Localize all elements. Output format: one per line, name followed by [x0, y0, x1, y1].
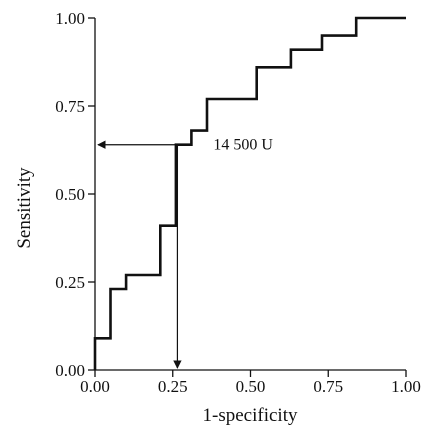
- x-tick-label: 1.00: [391, 377, 421, 396]
- y-tick-label: 0.00: [55, 361, 85, 380]
- y-tick-label: 0.75: [55, 97, 85, 116]
- x-tick-label: 0.25: [158, 377, 188, 396]
- x-tick-label: 0.50: [236, 377, 266, 396]
- y-tick-label: 0.50: [55, 185, 85, 204]
- y-tick-label: 1.00: [55, 9, 85, 28]
- axes: 0.00 0.25 0.50 0.75 1.00 0.00 0.25 0.50 0.75 1.00: [55, 9, 421, 396]
- plot-marks: 14 500 U: [93, 16, 406, 370]
- x-tick-label: 0.75: [313, 377, 343, 396]
- x-tick-label: 0.00: [80, 377, 110, 396]
- x-axis-title: 1-specificity: [203, 405, 298, 426]
- cutoff-annotation: 14 500 U: [213, 137, 273, 154]
- y-tick-label: 0.25: [55, 273, 85, 292]
- roc-step-line: [93, 16, 406, 370]
- y-axis-title: Sensitivity: [14, 167, 35, 249]
